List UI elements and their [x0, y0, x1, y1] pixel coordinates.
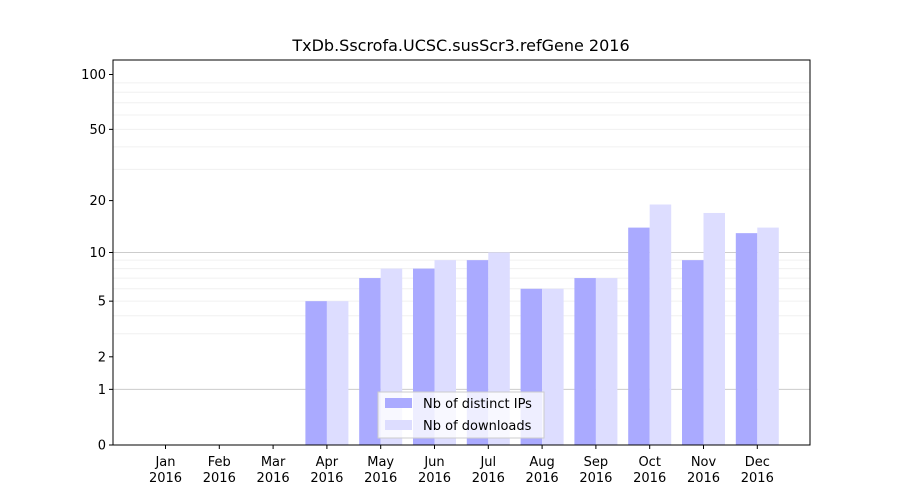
y-tick-label: 10: [89, 246, 106, 261]
y-tick-label: 2: [98, 350, 106, 365]
x-tick-label: Mar 2016: [257, 455, 290, 486]
bar-downloads: [326, 301, 349, 445]
x-tick-label: Jul 2016: [472, 455, 505, 486]
x-tick-label: May 2016: [364, 455, 397, 486]
grid-lines: [113, 82, 810, 390]
x-tick-label: Oct 2016: [633, 455, 666, 486]
legend: Nb of distinct IPs Nb of downloads: [377, 391, 545, 439]
bar-distinct-ips: [574, 278, 596, 445]
x-tick-label: Dec 2016: [741, 455, 774, 486]
y-tick-label: 0: [98, 439, 106, 454]
bar-downloads: [595, 278, 618, 445]
bar-downloads: [757, 227, 779, 445]
x-tick-label: Feb 2016: [203, 455, 236, 486]
bar-downloads: [703, 212, 725, 445]
y-tick-label: 1: [98, 383, 106, 398]
x-axis: Jan 2016 Feb 2016 Mar 2016 Apr 2016 May 2016 Jun 20…: [149, 445, 774, 486]
bar-distinct-ips: [682, 260, 704, 445]
x-tick-label: Jun 2016: [418, 455, 451, 486]
x-tick-label: Jan 2016: [149, 455, 182, 486]
legend-label-distinct-ips: Nb of distinct IPs: [423, 397, 532, 412]
x-tick-label: Aug 2016: [526, 455, 559, 486]
y-tick-label: 100: [81, 68, 106, 83]
bar-downloads: [542, 288, 564, 445]
bars: [305, 204, 779, 445]
legend-swatch-distinct-ips: [385, 398, 412, 408]
bar-distinct-ips: [359, 278, 381, 445]
y-axis: 0 1 2 5 10 20 50 100: [81, 68, 113, 454]
y-tick-label: 50: [89, 123, 106, 138]
x-tick-label: Apr 2016: [310, 455, 343, 486]
y-tick-label: 5: [98, 295, 106, 310]
bar-downloads: [649, 204, 672, 445]
legend-box: [377, 391, 545, 439]
bar-distinct-ips: [305, 301, 327, 445]
bar-distinct-ips: [735, 233, 758, 445]
x-tick-label: Sep 2016: [579, 455, 612, 486]
x-tick-label: Nov 2016: [687, 455, 720, 486]
bar-distinct-ips: [628, 227, 650, 445]
legend-label-downloads: Nb of downloads: [423, 419, 532, 434]
chart-title: TxDb.Sscrofa.UCSC.susScr3.refGene 2016: [291, 36, 629, 55]
y-tick-label: 20: [89, 194, 106, 209]
legend-swatch-downloads: [385, 420, 412, 430]
